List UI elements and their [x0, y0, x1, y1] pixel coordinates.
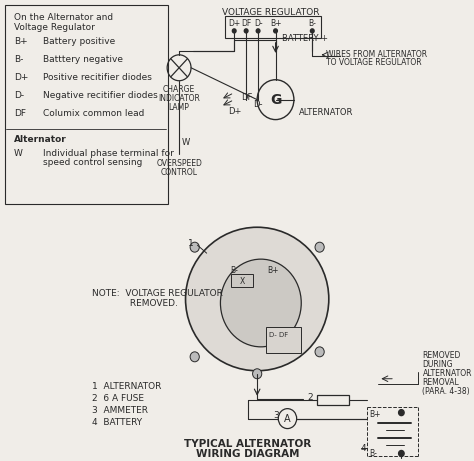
Circle shape — [273, 29, 277, 33]
Circle shape — [232, 29, 236, 33]
Text: 3: 3 — [273, 411, 280, 420]
Text: ALTERNATOR: ALTERNATOR — [422, 369, 472, 378]
Text: 4: 4 — [361, 443, 366, 453]
Text: 3  AMMETER: 3 AMMETER — [92, 406, 148, 414]
Text: B-: B- — [230, 266, 238, 275]
Text: On the Alternator and: On the Alternator and — [14, 13, 113, 22]
Bar — [266, 327, 301, 353]
Circle shape — [190, 352, 199, 362]
Circle shape — [253, 369, 262, 379]
Text: CHARGE: CHARGE — [163, 85, 195, 94]
Text: Battery positive: Battery positive — [43, 37, 115, 46]
Text: X: X — [240, 277, 245, 286]
Text: REMOVAL: REMOVAL — [422, 378, 459, 387]
Circle shape — [190, 242, 199, 252]
Text: (PARA. 4-38): (PARA. 4-38) — [422, 387, 470, 396]
Text: Columix common lead: Columix common lead — [43, 109, 145, 118]
Text: 2: 2 — [308, 393, 313, 402]
Text: 4  BATTERY: 4 BATTERY — [92, 418, 142, 426]
Text: DURING: DURING — [422, 360, 453, 369]
Text: OVERSPEED: OVERSPEED — [156, 160, 202, 168]
Text: B+: B+ — [267, 266, 279, 275]
Ellipse shape — [185, 227, 329, 371]
Text: DF: DF — [14, 109, 26, 118]
Text: NOTE:  VOLTAGE REGULATOR: NOTE: VOLTAGE REGULATOR — [92, 289, 223, 298]
Text: D-: D- — [14, 91, 24, 100]
Text: D+: D+ — [228, 19, 240, 28]
Text: Individual phase terminal for: Individual phase terminal for — [43, 148, 174, 158]
Text: Voltage Regulator: Voltage Regulator — [14, 23, 95, 32]
Text: W: W — [182, 137, 190, 147]
Text: A: A — [284, 414, 291, 424]
Text: WIRING DIAGRAM: WIRING DIAGRAM — [196, 449, 300, 459]
Text: D+: D+ — [228, 106, 241, 116]
Text: B+: B+ — [270, 19, 281, 28]
Bar — [317, 395, 349, 405]
Bar — [231, 274, 254, 287]
Text: B-: B- — [309, 19, 316, 28]
Circle shape — [315, 347, 324, 357]
Text: B+: B+ — [369, 410, 381, 419]
Text: B+: B+ — [14, 37, 27, 46]
Text: B-: B- — [369, 449, 377, 457]
Circle shape — [256, 29, 260, 33]
Circle shape — [310, 29, 314, 33]
Circle shape — [244, 29, 248, 33]
Text: VOLTAGE REGULATOR: VOLTAGE REGULATOR — [222, 8, 319, 17]
Text: WIRES FROM ALTERNATOR: WIRES FROM ALTERNATOR — [326, 50, 427, 59]
Circle shape — [220, 259, 301, 347]
Bar — [225, 16, 321, 38]
Text: Batttery negative: Batttery negative — [43, 55, 123, 64]
Text: 2  6 A FUSE: 2 6 A FUSE — [92, 394, 144, 403]
Text: INDICATOR: INDICATOR — [158, 94, 200, 103]
Text: REMOVED: REMOVED — [422, 351, 461, 360]
Text: DF: DF — [241, 19, 251, 28]
Text: REMOVED.: REMOVED. — [104, 299, 178, 308]
Text: Alternator: Alternator — [14, 135, 66, 143]
Text: B-: B- — [14, 55, 23, 64]
Text: 1: 1 — [188, 239, 194, 248]
Text: LAMP: LAMP — [169, 103, 190, 112]
Text: DF: DF — [242, 93, 253, 102]
Text: W: W — [14, 148, 23, 158]
Text: D-: D- — [254, 100, 263, 109]
Text: Positive recitifier diodes: Positive recitifier diodes — [43, 73, 152, 82]
Text: D- DF: D- DF — [269, 332, 288, 338]
Text: Negative recitifier diodes: Negative recitifier diodes — [43, 91, 158, 100]
Text: G: G — [270, 93, 281, 106]
Text: CONTROL: CONTROL — [161, 168, 198, 177]
Circle shape — [399, 450, 404, 456]
Circle shape — [399, 410, 404, 416]
Text: TO VOLTAGE REGULATOR: TO VOLTAGE REGULATOR — [326, 58, 422, 67]
Text: speed control sensing: speed control sensing — [43, 159, 143, 167]
Text: 1  ALTERNATOR: 1 ALTERNATOR — [92, 382, 161, 391]
Text: ALTERNATOR: ALTERNATOR — [300, 107, 354, 117]
Text: TYPICAL ALTERNATOR: TYPICAL ALTERNATOR — [184, 438, 311, 449]
Text: BATTERY +: BATTERY + — [282, 34, 328, 43]
Circle shape — [315, 242, 324, 252]
Text: D+: D+ — [14, 73, 28, 82]
Bar — [5, 5, 168, 204]
Text: D-: D- — [254, 19, 263, 28]
